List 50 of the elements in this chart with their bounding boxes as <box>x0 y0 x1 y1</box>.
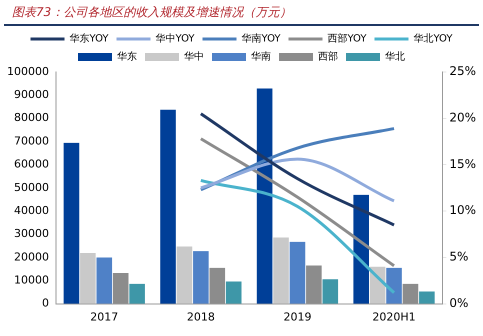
bar <box>64 142 80 304</box>
y-tick-label: 70000 <box>14 134 49 148</box>
x-tick-label: 2018 <box>186 310 215 324</box>
y-tick-label: 100000 <box>6 64 49 78</box>
legend-label: 华中YOY <box>156 32 196 45</box>
bar <box>96 257 112 304</box>
bar <box>209 268 226 304</box>
legend-label: 西部YOY <box>327 32 368 45</box>
x-tick-label: 2020H1 <box>372 310 416 324</box>
legend-label: 华东 <box>117 50 137 63</box>
y-tick-label: 50000 <box>14 180 49 194</box>
y2-tick-label: 20% <box>449 110 476 124</box>
y-tick-label: 90000 <box>14 88 49 102</box>
legend-label: 华北 <box>385 50 405 63</box>
bar <box>386 268 402 304</box>
legend-label: 华北YOY <box>413 32 454 45</box>
y2-tick-label: 15% <box>449 156 476 171</box>
bar <box>256 88 272 304</box>
y-tick-label: 60000 <box>14 158 49 171</box>
chart-title: 图表73：公司各地区的收入规模及增速情况（万元） <box>4 0 479 26</box>
legend-label: 华南YOY <box>242 32 282 45</box>
y2-tick-label: 5% <box>449 250 468 264</box>
y-tick-label: 0 <box>42 296 49 310</box>
x-tick-label: 2017 <box>90 310 118 324</box>
legend-label: 华东YOY <box>70 32 110 45</box>
bar <box>402 284 418 304</box>
y2-tick-label: 25% <box>449 64 476 78</box>
y-tick-label: 20000 <box>14 250 49 264</box>
bar <box>306 266 322 304</box>
y-tick-label: 80000 <box>14 111 49 124</box>
bar <box>112 272 128 304</box>
bar <box>290 242 306 304</box>
y2-tick-label: 10% <box>449 203 476 218</box>
y-tick-label: 40000 <box>14 204 49 217</box>
bar <box>193 251 209 304</box>
legend-label: 华中 <box>184 50 204 63</box>
legend-label: 华南 <box>251 50 271 63</box>
bar <box>80 253 96 304</box>
bar <box>129 284 145 304</box>
y-tick-label: 10000 <box>14 273 49 286</box>
bar <box>160 110 176 304</box>
bar <box>322 279 338 304</box>
bar <box>273 238 289 304</box>
legend-label: 西部 <box>318 50 338 63</box>
x-tick-label: 2019 <box>283 310 312 324</box>
bar <box>176 246 192 304</box>
bar <box>226 282 242 304</box>
bar <box>419 292 435 304</box>
y-tick-label: 30000 <box>14 227 49 240</box>
y2-tick-label: 0% <box>449 296 468 310</box>
